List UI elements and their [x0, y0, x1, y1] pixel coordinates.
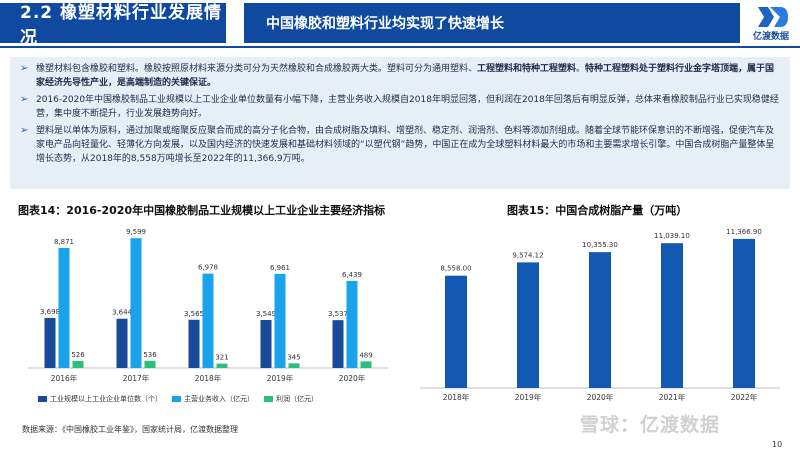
- bullet-text: 塑料是以单体为原料，通过加聚或缩聚反应聚合而成的高分子化合物，由合成树脂及填料、…: [36, 126, 775, 164]
- chart15-x-tick: 2018年: [443, 392, 470, 402]
- chart14-data-label: 9,599: [126, 228, 146, 236]
- bullet-2: ➢ 2016-2020年中国橡胶制品工业规模以上工业企业单位数量有小幅下降，主营业…: [20, 93, 780, 121]
- chart15-title: 图表15：中国合成树脂产量（万吨）: [507, 204, 688, 217]
- chart14-bar: [116, 318, 128, 368]
- bullet-text: 工程塑料和特种工程塑料: [477, 64, 577, 74]
- chart14-bar: [144, 360, 156, 368]
- bullet-text: 特种工程塑料处于塑料行业金字塔顶端，属于国家经济先导性产业，是高端制造的关键保证…: [36, 64, 775, 88]
- chart14-data-label: 8,871: [54, 238, 74, 246]
- chart14-bar: [260, 320, 272, 368]
- chart14-data-label: 526: [71, 351, 85, 359]
- chart15-bar: [733, 238, 755, 388]
- chart14-data-label: 489: [359, 351, 372, 359]
- chart14-x-tick: 2020年: [339, 373, 366, 383]
- chart15-data-label: 10,355.30: [582, 241, 618, 249]
- chart14-legend-item: 主营业务收入（亿元）: [172, 394, 254, 404]
- chart14-legend: 工业规模以上工业企业单位数（个） 主营业务收入（亿元） 利润（亿元）: [38, 393, 398, 405]
- chart15-bar: [661, 243, 683, 388]
- bullet-3: ➢ 塑料是以单体为原料，通过加聚或缩聚反应聚合而成的高分子化合物，由合成树脂及填料…: [20, 124, 780, 166]
- chart14-bar: [188, 319, 200, 368]
- chart14-legend-item: 利润（亿元）: [264, 394, 318, 404]
- chart15-bar: [445, 275, 467, 388]
- bullet-text: 。: [576, 64, 586, 74]
- chart14-bar: [202, 273, 214, 368]
- chart15-x-tick: 2019年: [515, 392, 542, 402]
- slide-header: 2.2 橡塑材料行业发展情况 中国橡胶和塑料行业均实现了快速增长 亿渡数据: [0, 0, 800, 48]
- chart14-x-tick: 2018年: [195, 373, 222, 383]
- chart14-data-label: 6,961: [270, 264, 290, 272]
- chart14-legend-item: 工业规模以上工业企业单位数（个）: [38, 394, 162, 404]
- chart14-data-label: 345: [287, 353, 300, 361]
- chart14-bar: [216, 363, 228, 368]
- section-title: 2.2 橡塑材料行业发展情况: [0, 3, 226, 48]
- legend-label: 主营业务收入（亿元）: [184, 395, 254, 403]
- chart15-bar: [517, 262, 539, 388]
- legend-swatch: [264, 396, 273, 402]
- chart14-data-label: 536: [143, 351, 157, 359]
- chart14-bar: [332, 320, 344, 368]
- chart14-bar: [130, 238, 142, 368]
- bullet-text: 橡塑材料包含橡胶和塑料。橡胶按照原材料来源分类可分为天然橡胶和合成橡胶两大类。塑…: [36, 64, 478, 74]
- chart14-x-tick: 2017年: [123, 373, 150, 383]
- chart15-svg: 8,558.00 2018年 9,574.12 2019年 10,355.30 2020年…: [414, 216, 786, 406]
- chart14-data-label: 6,439: [342, 271, 362, 279]
- chart14: 3,698 8,871 526 2016年 3,644 9,599 536 2017年 3,56…: [18, 216, 398, 406]
- chart14-data-label: 3,565: [184, 310, 204, 318]
- triangle-right-icon: ➢: [20, 125, 29, 136]
- chart15-x-tick: 2021年: [659, 392, 686, 402]
- chart14-data-label: 3,644: [112, 309, 133, 317]
- yidu-logo-icon: 亿渡数据: [744, 4, 798, 44]
- chart14-data-label: 6,978: [198, 264, 218, 272]
- chart15-data-label: 11,039.10: [654, 232, 690, 240]
- header-divider: [0, 46, 800, 48]
- chart15-bar: [589, 252, 611, 388]
- chart14-data-label: 3,537: [328, 310, 348, 318]
- chart14-bar: [274, 273, 286, 368]
- slide-title: 中国橡胶和塑料行业均实现了快速增长: [244, 3, 740, 43]
- chart15-x-tick: 2020年: [587, 392, 614, 402]
- legend-label: 利润（亿元）: [276, 395, 318, 403]
- chart14-x-tick: 2016年: [51, 373, 78, 383]
- logo-text: 亿渡数据: [752, 32, 789, 42]
- chart14-bar: [346, 280, 358, 368]
- chart14-bar: [58, 248, 70, 368]
- bullet-1: ➢ 橡塑材料包含橡胶和塑料。橡胶按照原材料来源分类可分为天然橡胶和合成橡胶两大类。…: [20, 62, 780, 90]
- chart14-bar: [44, 317, 56, 368]
- chart14-bar: [360, 361, 372, 368]
- chart15-data-label: 11,366.90: [726, 228, 762, 236]
- chart14-x-tick: 2019年: [267, 373, 294, 383]
- triangle-right-icon: ➢: [20, 94, 29, 105]
- chart15-data-label: 9,574.12: [512, 251, 543, 259]
- chart14-data-label: 321: [215, 354, 228, 362]
- data-source: 数据来源：《中国橡胶工业年鉴》，国家统计局，亿渡数据整理: [22, 425, 238, 434]
- legend-swatch: [38, 396, 47, 402]
- chart15-data-label: 8,558.00: [440, 265, 471, 273]
- chart14-data-label: 3,698: [40, 308, 60, 316]
- bullet-text: 2016-2020年中国橡胶制品工业规模以上工业企业单位数量有小幅下降，主营业务…: [36, 95, 779, 119]
- page-number: 10: [772, 440, 783, 449]
- legend-label: 工业规模以上工业企业单位数（个）: [50, 395, 162, 403]
- triangle-right-icon: ➢: [20, 63, 29, 74]
- legend-swatch: [172, 396, 181, 402]
- chart14-title: 图表14：2016-2020年中国橡胶制品工业规模以上工业企业主要经济指标: [18, 204, 386, 217]
- chart14-bar: [288, 363, 300, 368]
- chart14-bar: [72, 360, 84, 368]
- chart15: 8,558.00 2018年 9,574.12 2019年 10,355.30 2020年…: [414, 216, 786, 406]
- watermark: 雪球：亿渡数据: [580, 414, 721, 436]
- summary-bullets: ➢ 橡塑材料包含橡胶和塑料。橡胶按照原材料来源分类可分为天然橡胶和合成橡胶两大类。…: [10, 57, 790, 189]
- chart14-data-label: 3,549: [256, 310, 276, 318]
- chart15-x-tick: 2022年: [731, 392, 758, 402]
- chart14-svg: 3,698 8,871 526 2016年 3,644 9,599 536 2017年 3,56…: [18, 216, 398, 406]
